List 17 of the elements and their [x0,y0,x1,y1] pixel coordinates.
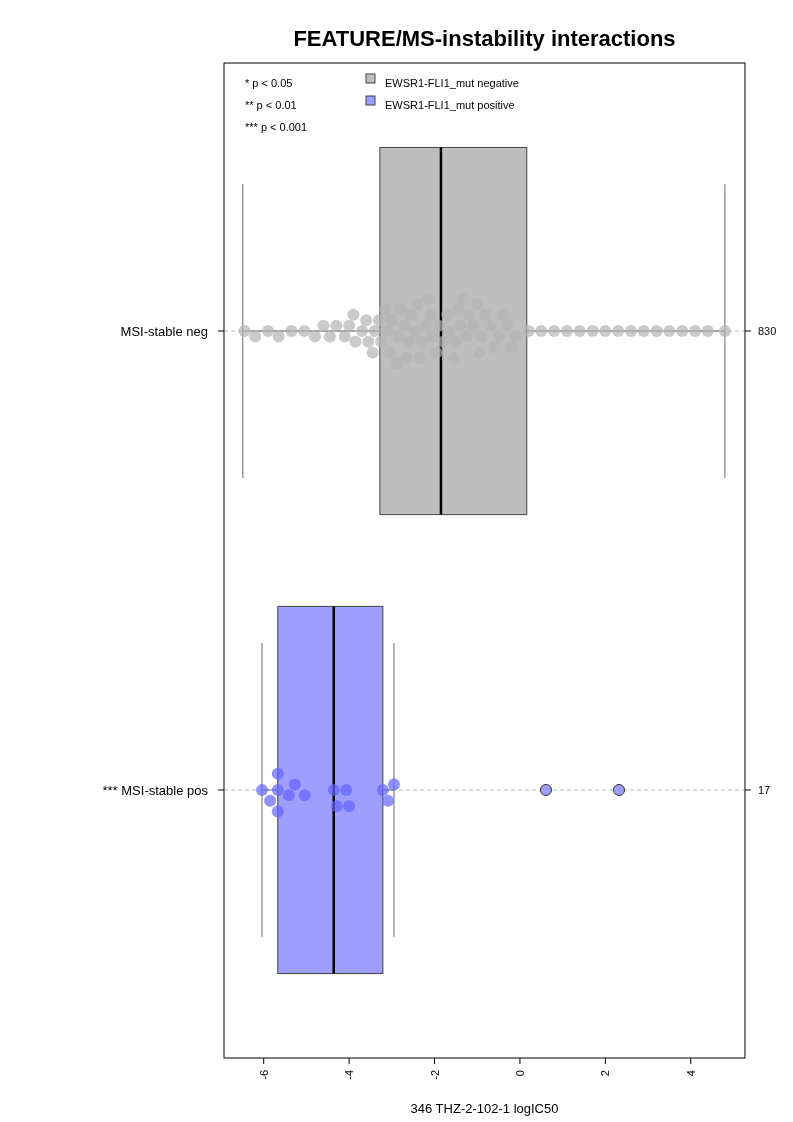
x-tick-label: 0 [513,1070,526,1077]
x-tick-label: 2 [599,1070,612,1077]
x-axis-title: 346 THZ-2-102-1 logIC50 [410,1101,559,1116]
x-tick-label: 4 [684,1070,697,1077]
x-tick-label: -6 [257,1070,270,1080]
annotation: *** p < 0.001 [245,121,308,133]
y-tick-label: *** MSI-stable pos [102,782,209,798]
y2-tick-label: 830 [758,325,777,338]
annotation: * p < 0.05 [245,77,293,89]
y2-tick-label: 17 [758,783,771,796]
y-tick-label: MSI-stable neg [120,324,208,340]
chart-title: FEATURE/MS-instability interactions [293,26,676,51]
legend-label: EWSR1-FLI1_mut positive [385,99,515,111]
annotation: ** p < 0.01 [245,99,297,111]
x-tick-label: -2 [428,1070,441,1080]
x-tick-label: -4 [343,1070,356,1080]
legend-label: EWSR1-FLI1_mut negative [385,77,519,89]
